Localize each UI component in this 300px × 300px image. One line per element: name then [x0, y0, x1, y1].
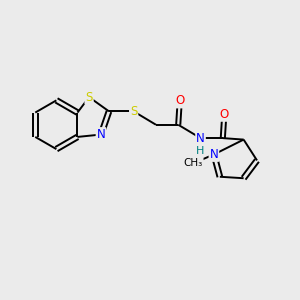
Text: N: N [97, 128, 105, 141]
Text: H: H [196, 146, 204, 156]
Text: N: N [209, 148, 218, 161]
Text: N: N [196, 132, 205, 145]
Text: O: O [175, 94, 184, 107]
Text: S: S [85, 91, 93, 103]
Text: S: S [130, 105, 137, 118]
Text: CH₃: CH₃ [184, 158, 203, 168]
Text: O: O [220, 108, 229, 121]
